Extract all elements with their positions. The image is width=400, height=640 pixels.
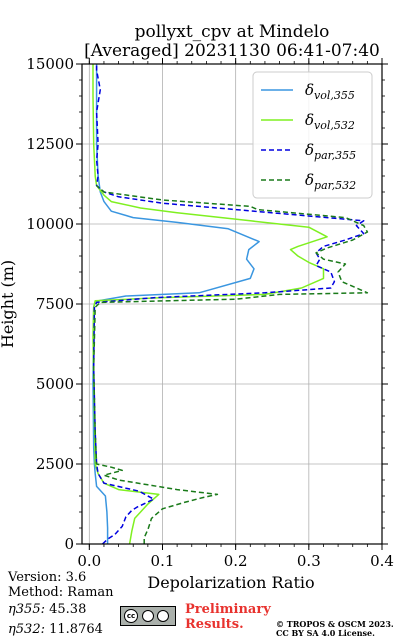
y-tick-label: 15000 xyxy=(26,55,74,73)
legend-symbol: δ xyxy=(305,111,314,129)
cc-license-badge: cc xyxy=(120,606,176,626)
legend-box xyxy=(252,71,373,199)
cc-icon: cc xyxy=(124,609,138,623)
cc-by-icon xyxy=(142,610,154,622)
series-line-1 xyxy=(92,64,328,544)
license-line2: CC BY SA 4.0 License. xyxy=(276,628,375,638)
y-axis-label: Height (m) xyxy=(0,260,17,348)
legend-symbol: δ xyxy=(305,141,314,159)
y-tick-label: 7500 xyxy=(36,295,74,313)
preliminary-results-text: Preliminary Results. xyxy=(185,602,271,632)
legend-label-2: δpar,355 xyxy=(305,141,356,162)
series-line-0 xyxy=(92,64,260,544)
y-tick-label: 0 xyxy=(64,535,74,553)
license-text: © TROPOS & OSCM 2023. CC BY SA 4.0 Licen… xyxy=(276,620,394,638)
x-tick-label: 0.1 xyxy=(151,552,175,570)
method-text: Method: Raman xyxy=(8,585,114,600)
eta532-text: η532: 11.8764 xyxy=(8,622,103,637)
legend-label-3: δpar,532 xyxy=(305,171,356,192)
x-tick-label: 0.0 xyxy=(77,552,101,570)
x-tick-label: 0.2 xyxy=(224,552,248,570)
chart-title-line1: pollyxt_cpv at Mindelo xyxy=(134,22,330,42)
eta532-value: 11.8764 xyxy=(49,622,103,637)
y-tick-label: 12500 xyxy=(26,135,74,153)
x-axis-label: Depolarization Ratio xyxy=(147,573,314,592)
eta355-label: η355: xyxy=(8,602,45,617)
legend-subscript: vol,355 xyxy=(314,89,355,102)
legend-label-1: δvol,532 xyxy=(305,111,355,132)
version-text: Version: 3.6 xyxy=(8,570,87,585)
series-line-3 xyxy=(92,185,369,544)
y-tick-label: 10000 xyxy=(26,215,74,233)
license-line1: © TROPOS & OSCM 2023. xyxy=(276,619,394,629)
x-tick-label: 0.4 xyxy=(370,552,394,570)
y-tick-label: 5000 xyxy=(36,375,74,393)
legend-label-0: δvol,355 xyxy=(305,81,355,102)
eta532-label: η532: xyxy=(8,622,45,637)
legend-subscript: par,532 xyxy=(314,179,356,192)
series-group xyxy=(92,64,369,544)
legend-subscript: vol,532 xyxy=(314,119,355,132)
y-tick-label: 2500 xyxy=(36,455,74,473)
legend-symbol: δ xyxy=(305,81,314,99)
legend-symbol: δ xyxy=(305,171,314,189)
chart-title-line2: [Averaged] 20231130 06:41-07:40 xyxy=(84,41,380,61)
cc-sa-icon xyxy=(157,610,169,622)
eta355-value: 45.38 xyxy=(49,602,87,617)
eta355-text: η355: 45.38 xyxy=(8,602,86,617)
x-tick-label: 0.3 xyxy=(297,552,321,570)
legend-subscript: par,355 xyxy=(314,149,356,162)
